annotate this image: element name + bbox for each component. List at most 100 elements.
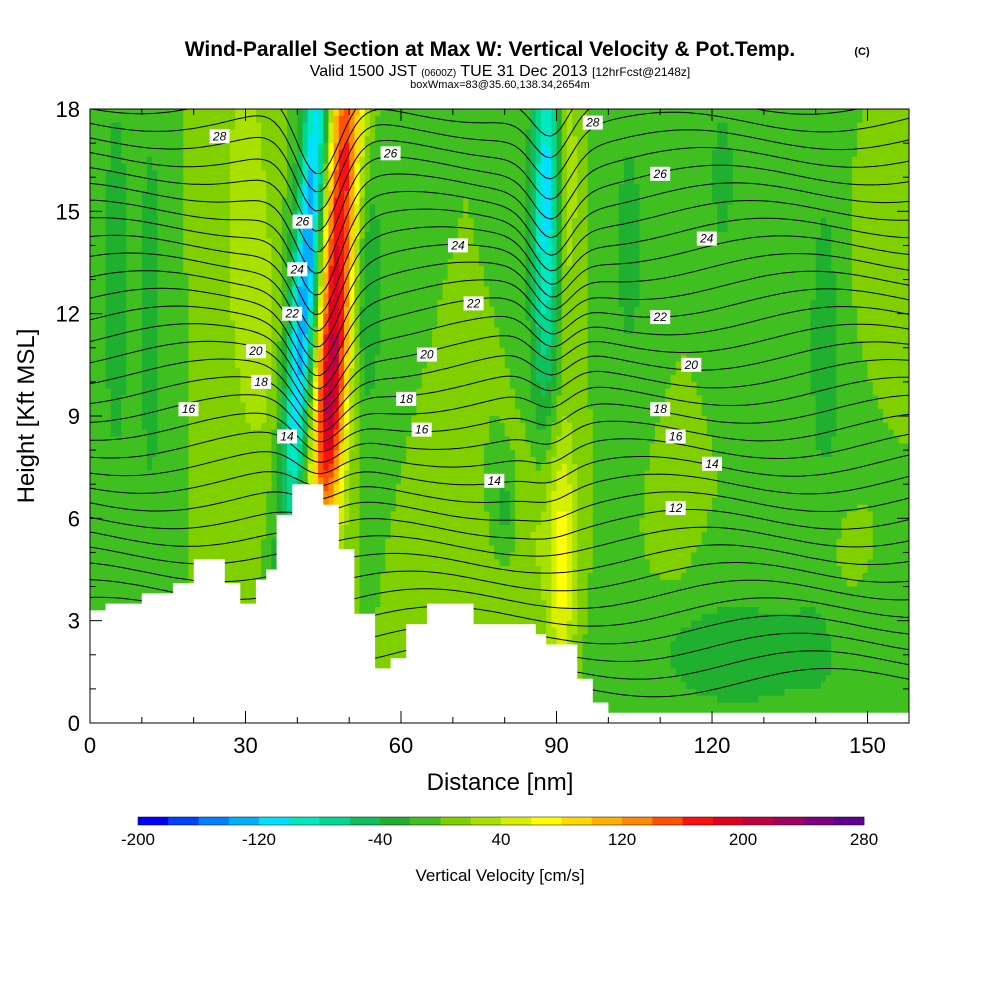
velocity-cell xyxy=(530,531,552,540)
velocity-cell xyxy=(535,143,542,151)
velocity-cell xyxy=(551,129,558,137)
velocity-cell xyxy=(566,416,594,424)
velocity-cell xyxy=(712,170,734,178)
velocity-cell xyxy=(540,259,552,267)
velocity-cell xyxy=(266,409,278,417)
isentrope-label-bg xyxy=(650,310,671,325)
velocity-cell xyxy=(649,456,718,465)
velocity-cell xyxy=(535,375,552,383)
velocity-cell xyxy=(655,422,708,431)
velocity-cell xyxy=(577,504,594,513)
velocity-cell xyxy=(183,149,231,158)
velocity-cell xyxy=(297,122,304,131)
velocity-cell xyxy=(665,395,703,403)
velocity-cell xyxy=(323,361,330,369)
velocity-cell xyxy=(328,170,335,178)
velocity-cell xyxy=(359,484,397,492)
velocity-cell xyxy=(323,149,330,158)
velocity-cell xyxy=(577,518,594,526)
colorbar-tick-label: -120 xyxy=(242,830,276,849)
velocity-cell xyxy=(815,238,832,247)
velocity-cell xyxy=(302,190,309,199)
velocity-cell xyxy=(333,368,340,376)
velocity-cell xyxy=(717,491,909,499)
velocity-cell xyxy=(364,368,376,376)
velocity-cell xyxy=(292,409,298,417)
velocity-cell xyxy=(561,463,568,472)
velocity-cell xyxy=(307,422,314,431)
velocity-cell xyxy=(566,620,578,629)
velocity-cell xyxy=(556,224,563,233)
velocity-cell xyxy=(639,245,817,253)
velocity-cell xyxy=(141,272,158,281)
velocity-cell xyxy=(359,354,366,363)
velocity-cell xyxy=(587,572,661,581)
velocity-cell xyxy=(271,470,278,478)
velocity-cell xyxy=(712,184,734,192)
colorbar: -200 -120 -40 40 120 200 280 xyxy=(121,816,878,849)
velocity-cell xyxy=(369,156,527,165)
velocity-cell xyxy=(535,197,542,206)
isentrope-line xyxy=(90,270,909,377)
isentrope-label-bg xyxy=(448,238,468,253)
velocity-cell xyxy=(318,395,324,403)
velocity-cell xyxy=(141,218,158,226)
velocity-cell xyxy=(649,463,718,472)
colorbar-swatch xyxy=(470,817,502,825)
velocity-cell xyxy=(851,293,909,301)
velocity-cell xyxy=(732,177,853,185)
velocity-cell xyxy=(318,368,324,376)
velocity-cell xyxy=(421,375,511,383)
velocity-cell xyxy=(862,115,909,124)
y-axis-label: Height [Kft MSL] xyxy=(13,329,40,504)
velocity-cell xyxy=(525,306,532,315)
velocity-cell xyxy=(551,313,558,322)
velocity-cell xyxy=(323,443,335,451)
velocity-cell xyxy=(333,497,340,506)
velocity-cell xyxy=(587,252,620,260)
velocity-cell xyxy=(862,347,909,356)
velocity-cell xyxy=(110,409,122,417)
velocity-cell xyxy=(515,402,537,410)
velocity-cell xyxy=(369,388,418,397)
velocity-cell xyxy=(515,525,537,533)
velocity-cell xyxy=(572,566,578,574)
velocity-cell xyxy=(551,361,558,369)
velocity-cell xyxy=(535,327,542,335)
velocity-cell xyxy=(556,334,563,342)
velocity-cell xyxy=(90,429,112,438)
velocity-cell xyxy=(561,429,573,438)
velocity-cell xyxy=(312,429,319,438)
velocity-cell xyxy=(572,443,594,451)
velocity-cell xyxy=(318,375,324,383)
velocity-cell xyxy=(556,545,568,554)
velocity-cell xyxy=(297,129,304,137)
velocity-cell xyxy=(157,375,190,383)
velocity-cell xyxy=(323,436,335,444)
velocity-cell xyxy=(758,607,801,615)
velocity-cell xyxy=(286,122,298,131)
velocity-cell xyxy=(540,334,552,342)
velocity-cell xyxy=(286,361,293,369)
velocity-cell xyxy=(618,272,641,281)
isentrope-label: 16 xyxy=(411,422,432,437)
velocity-cell xyxy=(229,293,273,301)
velocity-cell xyxy=(105,265,127,274)
velocity-cell xyxy=(851,218,909,226)
velocity-cell xyxy=(90,586,190,594)
velocity-cell xyxy=(354,279,361,287)
velocity-cell xyxy=(815,395,838,403)
velocity-cell xyxy=(706,429,817,438)
velocity-cell xyxy=(307,361,314,369)
velocity-cell xyxy=(323,109,330,117)
velocity-cell xyxy=(587,613,703,622)
isentrope-label-bg xyxy=(582,115,603,130)
velocity-cell xyxy=(266,190,288,199)
velocity-cell xyxy=(323,245,330,253)
velocity-cell xyxy=(333,416,340,424)
velocity-cell xyxy=(395,484,485,492)
isentrope-line xyxy=(90,413,909,463)
velocity-cell xyxy=(831,647,909,656)
velocity-cell xyxy=(302,340,309,349)
velocity-cell xyxy=(815,416,838,424)
